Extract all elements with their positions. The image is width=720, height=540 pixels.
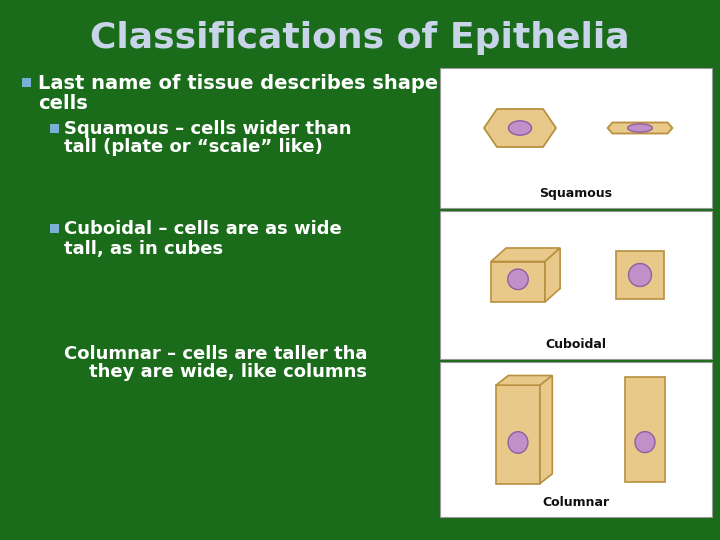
Text: Cuboidal – cells are as wide: Cuboidal – cells are as wide xyxy=(64,220,342,238)
Ellipse shape xyxy=(508,269,528,289)
Text: Classifications of Epithelia: Classifications of Epithelia xyxy=(90,21,630,55)
FancyBboxPatch shape xyxy=(50,124,59,132)
FancyBboxPatch shape xyxy=(440,362,712,517)
Text: Columnar – cells are taller tha: Columnar – cells are taller tha xyxy=(64,345,367,363)
Text: they are wide, like columns: they are wide, like columns xyxy=(64,363,367,381)
FancyBboxPatch shape xyxy=(440,211,712,359)
Text: cells: cells xyxy=(38,94,88,113)
Text: Squamous: Squamous xyxy=(539,187,613,200)
Polygon shape xyxy=(545,248,560,302)
Ellipse shape xyxy=(508,121,531,135)
Text: Columnar: Columnar xyxy=(542,496,610,510)
Polygon shape xyxy=(496,385,540,483)
Ellipse shape xyxy=(508,431,528,453)
Ellipse shape xyxy=(628,124,652,132)
Text: tall (plate or “scale” like): tall (plate or “scale” like) xyxy=(64,138,323,156)
FancyBboxPatch shape xyxy=(625,377,665,482)
Polygon shape xyxy=(496,375,552,385)
Polygon shape xyxy=(540,375,552,483)
FancyBboxPatch shape xyxy=(616,251,664,299)
Text: Squamous – cells wider than: Squamous – cells wider than xyxy=(64,120,351,138)
Text: Cuboidal: Cuboidal xyxy=(546,339,606,352)
Polygon shape xyxy=(608,123,672,133)
Text: tall, as in cubes: tall, as in cubes xyxy=(64,240,223,258)
Polygon shape xyxy=(484,109,556,147)
Text: Last name of tissue describes shape of: Last name of tissue describes shape of xyxy=(38,74,467,93)
Polygon shape xyxy=(491,248,560,261)
Ellipse shape xyxy=(629,264,652,287)
FancyBboxPatch shape xyxy=(50,224,59,233)
FancyBboxPatch shape xyxy=(440,68,712,208)
Polygon shape xyxy=(491,261,545,302)
FancyBboxPatch shape xyxy=(22,78,31,86)
Ellipse shape xyxy=(635,431,655,453)
